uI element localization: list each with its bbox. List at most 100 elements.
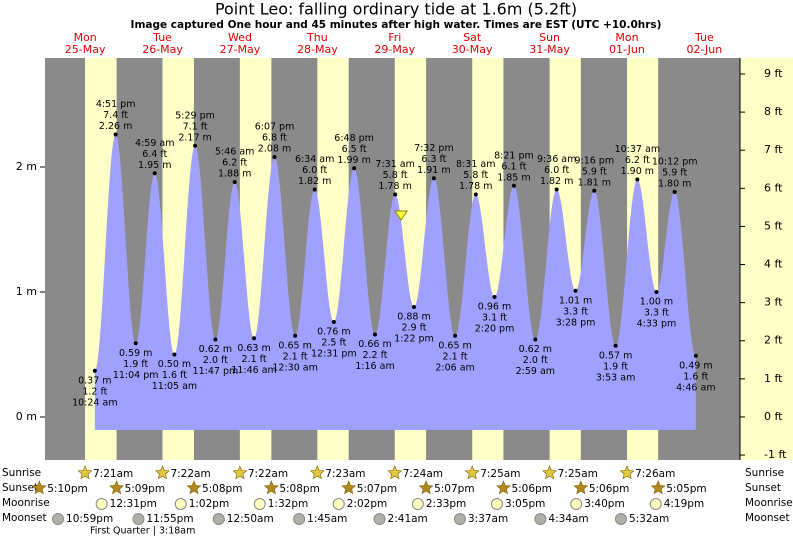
tide-label: 5.8 ft [463,170,488,181]
event-time: 10:59pm [66,513,113,525]
tide-label: 4:33 pm [637,319,677,330]
sunrise-icon [309,465,325,480]
day-name: Mon [615,31,638,44]
event-time: 5:06pm [511,483,551,495]
moonset-icon [614,513,627,525]
y-tick-label: 1 m [16,285,37,298]
tide-point [672,190,677,194]
sunset-icon [31,480,47,495]
event-time: 5:06pm [589,483,629,495]
tide-label: 1.9 ft [603,361,628,372]
y2-tick-label: 8 ft [764,105,783,118]
tide-label: 1.82 m [540,176,573,187]
tide-label: 1.2 ft [82,386,107,397]
chart-title: Point Leo: falling ordinary tide at 1.6m… [215,0,577,19]
y2-tick-label: 4 ft [764,258,783,271]
day-name: Mon [74,31,97,44]
day-date: 27-May [220,43,261,56]
day-name: Tue [694,31,714,44]
tide-point [133,341,138,346]
tide-label: 8:21 pm [494,150,534,161]
moonset-icon [212,513,225,525]
tide-point [393,192,398,197]
tide-label: 6:34 am [295,154,334,165]
event-time: 4:19pm [664,498,704,510]
tide-label: 6.8 ft [262,133,287,144]
tide-label: 12:30 am [272,362,317,373]
sunset-icon [650,480,666,495]
day-date: 02-Jun [686,43,722,56]
tide-point [172,352,177,357]
day-name: Thu [306,31,328,44]
sunrise-icon [232,465,248,480]
tide-point [573,288,578,293]
tide-label: 9:36 am [537,154,576,165]
tide-label: 11:05 am [152,381,197,392]
tide-label: 11:04 pm [113,370,159,381]
tide-label: 0.62 m [199,344,232,355]
tide-label: 0.59 m [119,348,152,359]
event-time: 2:33pm [426,498,466,510]
tide-label: 6.2 ft [222,158,247,169]
tide-point [473,192,478,197]
tide-label: 7.1 ft [183,121,208,132]
current-tide-marker [394,210,408,221]
event-time: 1:02pm [189,498,229,510]
row-label: Sunrise [2,467,41,479]
moonrise-icon [253,498,266,510]
tide-label: 4:59 am [135,138,174,149]
tide-label: 2:06 am [435,362,474,373]
y-tick-label: 2 m [16,160,37,173]
sunrise-icon [387,465,403,480]
event-time: 5:07pm [434,483,474,495]
tide-point [252,336,257,341]
day-date: 28-May [297,43,338,56]
event-time: 5:08pm [202,483,242,495]
tide-point [431,176,436,181]
row-label: Moonset [2,512,47,524]
chart-subtitle: Image captured One hour and 45 minutes a… [131,19,662,31]
event-time: 12:31pm [110,498,157,510]
tide-label: 0.37 m [78,375,111,386]
event-time: 1:32pm [268,498,308,510]
tide-label: 5.9 ft [662,168,687,179]
day-name: Wed [228,31,252,44]
tide-label: 2.0 ft [203,355,228,366]
day-date: 31-May [529,43,570,56]
tide-point [232,180,237,184]
event-time: 7:23am [325,468,365,480]
tide-label: 3.3 ft [644,308,669,319]
tide-point [193,143,198,148]
event-time: 1:45am [307,513,347,525]
tide-point [152,171,157,176]
moonset-icon [373,513,386,525]
event-time: 3:05pm [505,498,545,510]
tide-label: 4:46 am [676,382,715,393]
day-date: 30-May [452,43,493,56]
event-time: 7:25am [558,468,598,480]
sunrise-icon [542,465,558,480]
tide-label: 0.57 m [599,350,632,361]
tide-label: 1.91 m [417,165,450,176]
sunrise-icon [464,465,480,480]
tide-label: 10:37 am [615,144,660,155]
event-time: 5:32am [629,513,669,525]
tide-label: 10:24 am [72,397,117,408]
tide-label: 4:51 pm [96,99,136,110]
tide-point [213,337,218,342]
row-label: Moonrise [2,497,50,509]
tide-label: 3.3 ft [563,306,588,317]
tide-label: 6:48 pm [334,133,374,144]
tide-label: 2.1 ft [443,351,468,362]
tide-label: 2.17 m [178,132,211,143]
tide-label: 0.66 m [358,339,391,350]
tide-point [331,320,336,324]
row-label-right: Sunset [745,482,781,494]
moonset-icon [293,513,306,525]
y2-tick-label: 7 ft [764,143,783,156]
tide-label: 2:20 pm [475,324,515,335]
tide-label: 1.80 m [658,179,691,190]
tide-label: 1.95 m [138,160,171,171]
sunset-icon [263,480,279,495]
